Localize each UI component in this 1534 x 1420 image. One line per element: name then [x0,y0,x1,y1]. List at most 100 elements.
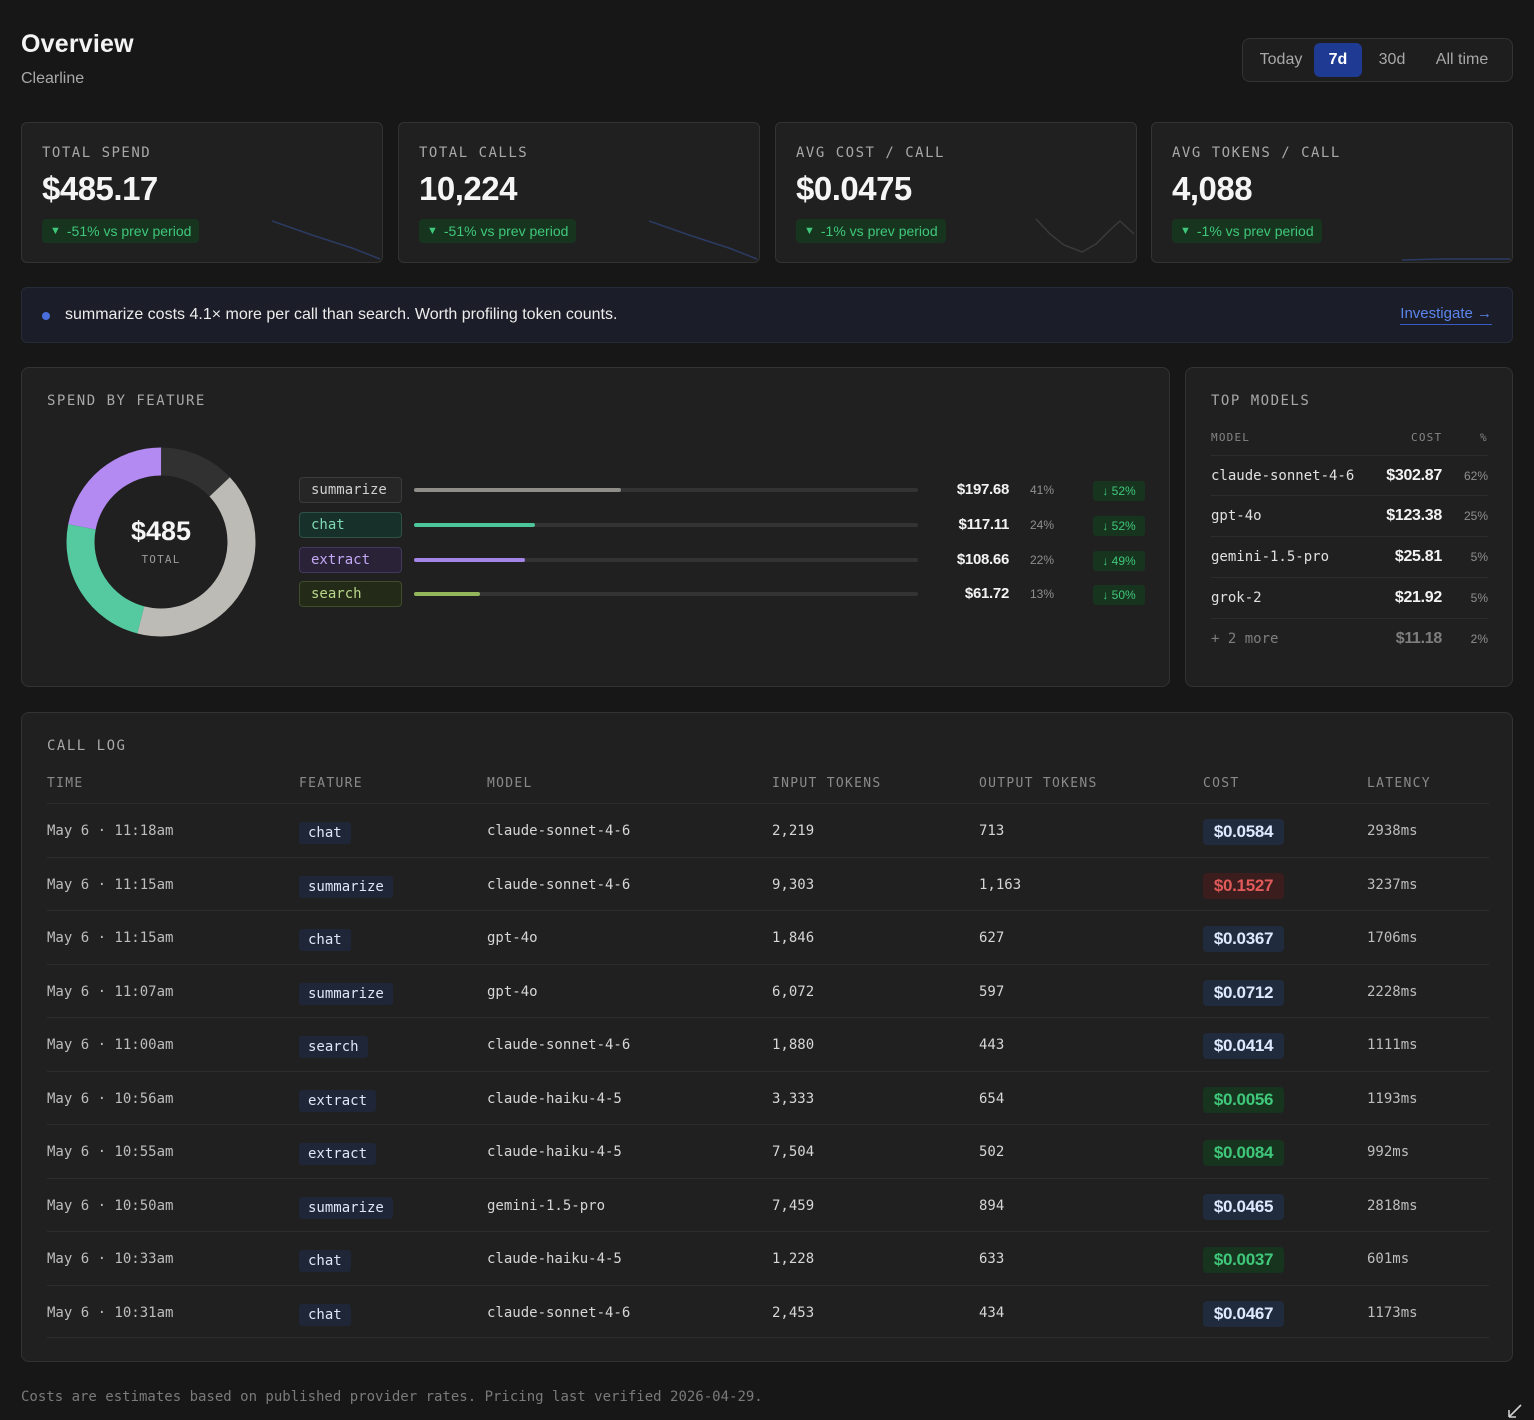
range-30d-button[interactable]: 30d [1378,51,1406,68]
feature-bar-track [414,558,918,562]
feature-amount: $197.68 [956,481,1009,498]
table-row[interactable]: May 6 · 11:00am search claude-sonnet-4-6 1,… [47,1017,1489,1071]
cell-latency: 1173ms [1367,1304,1418,1321]
cell-output-tokens: 633 [979,1251,1005,1267]
column-header-model: MODEL [1211,431,1251,444]
kpi-delta-text: -1% vs prev period [820,223,938,239]
feature-change-badge: ↓ 52% [1093,481,1145,501]
feature-badge: chat [299,1303,351,1326]
cell-input-tokens: 1,880 [772,1037,815,1053]
investigate-link[interactable]: Investigate → [1400,305,1492,325]
cost-badge: $0.0465 [1203,1193,1284,1220]
table-row[interactable]: May 6 · 10:33am chat claude-haiku-4-5 1,228… [47,1231,1489,1285]
feature-change-badge: ↓ 49% [1093,551,1145,571]
cell-time: May 6 · 11:18am [47,823,174,839]
cell-input-tokens: 1,228 [772,1251,815,1267]
model-row[interactable]: grok-2 $21.92 5% [1211,578,1488,619]
feature-bar-track [414,488,918,492]
sparkline [1402,258,1510,261]
cell-model: gemini-1.5-pro [487,1197,606,1214]
table-row[interactable]: May 6 · 10:31am chat claude-sonnet-4-6 2,45… [47,1284,1489,1338]
table-row[interactable]: May 6 · 10:50am summarize gemini-1.5-pro 7,… [47,1177,1489,1232]
model-cost: $11.18 [1395,630,1443,647]
table-row[interactable]: May 6 · 11:15am summarize claude-sonnet-4-… [47,856,1489,911]
feature-change-badge: ↓ 50% [1093,585,1145,605]
cost-badge: $0.1527 [1203,872,1284,899]
kpi-delta-badge: ▼ -1% vs prev period [1172,219,1322,243]
feature-bar-track [414,592,918,596]
feature-change-badge: ↓ 52% [1093,516,1145,536]
cost-badge: $0.0414 [1203,1033,1284,1059]
range-7d-button[interactable]: 7d [1314,43,1362,77]
panel-title: CALL LOG [47,738,127,754]
cell-latency: 1706ms [1367,930,1418,946]
kpi-delta-badge: ▼ -51% vs prev period [419,219,577,243]
kpi-delta-badge: ▼ -51% vs prev period [42,219,200,243]
feature-row[interactable]: chat $117.11 24% ↓ 52% [299,512,1145,538]
feature-badge: chat [299,1250,351,1272]
feature-pct: 13% [1030,587,1055,601]
cell-latency: 992ms [1367,1144,1410,1160]
feature-amount: $108.66 [956,551,1009,568]
table-row[interactable]: May 6 · 10:56am extract claude-haiku-4-5 3,… [47,1070,1489,1125]
cost-badge: $0.0712 [1203,979,1284,1006]
cell-input-tokens: 9,303 [772,876,815,893]
column-header-time: TIME [47,776,84,791]
feature-row[interactable]: summarize $197.68 41% ↓ 52% [299,477,1145,503]
kpi-card-total-calls: TOTAL CALLS 10,224 ▼ -51% vs prev period [398,122,760,263]
feature-bar-track [414,523,918,527]
cell-model: claude-haiku-4-5 [487,1090,622,1107]
column-header-cost: COST [1203,776,1240,791]
sparkline [649,220,758,260]
cell-time: May 6 · 10:50am [47,1197,174,1214]
model-name: claude-sonnet-4-6 [1211,468,1355,484]
cell-input-tokens: 3,333 [772,1090,815,1107]
table-row[interactable]: May 6 · 11:07am summarize gpt-4o 6,072 597 $0… [47,963,1489,1018]
cell-input-tokens: 1,846 [772,930,815,946]
page-title: Overview [21,30,134,58]
model-cost: $302.87 [1386,467,1442,484]
cell-latency: 2818ms [1367,1197,1418,1214]
feature-badge: summarize [299,982,393,1005]
cell-time: May 6 · 11:15am [47,876,174,893]
table-row[interactable]: May 6 · 10:55am extract claude-haiku-4-5 7,… [47,1124,1489,1178]
column-header-pct: % [1480,431,1488,444]
cell-model: claude-haiku-4-5 [487,1144,622,1160]
feature-bar-fill [414,558,526,562]
cell-time: May 6 · 11:07am [47,983,174,1000]
table-row[interactable]: May 6 · 11:15am chat gpt-4o 1,846 627 $0.0367… [47,910,1489,964]
table-row[interactable]: May 6 · 11:18am chat claude-sonnet-4-6 2,21… [47,803,1489,857]
kpi-value: $0.0475 [796,170,912,207]
more-models-row[interactable]: + 2 more $11.18 2% [1211,619,1488,660]
range-all-time-button[interactable]: All time [1435,51,1489,68]
kpi-card-total-spend: TOTAL SPEND $485.17 ▼ -51% vs prev perio… [21,122,383,263]
panel-title: TOP MODELS [1211,393,1311,409]
donut-segment-summarize[interactable] [66,447,256,637]
feature-tag: summarize [299,477,402,503]
resize-corner-icon[interactable] [1506,1402,1524,1420]
feature-badge: extract [299,1089,377,1112]
spend-by-feature-panel: SPEND BY FEATURE $485 TOTAL summarize $19… [21,367,1170,687]
cell-latency: 2938ms [1367,823,1418,839]
cell-output-tokens: 654 [979,1090,1005,1107]
insight-text: summarize costs 4.1× more per call than … [65,306,618,323]
feature-row[interactable]: extract $108.66 22% ↓ 49% [299,547,1145,573]
dot-icon [42,312,50,320]
cell-model: claude-sonnet-4-6 [487,823,631,839]
model-name: grok-2 [1211,590,1262,606]
panel-title: SPEND BY FEATURE [47,393,206,409]
feature-row[interactable]: search $61.72 13% ↓ 50% [299,581,1145,607]
cell-time: May 6 · 10:56am [47,1090,174,1107]
cost-badge: $0.0084 [1203,1140,1284,1166]
model-row[interactable]: claude-sonnet-4-6 $302.87 62% [1211,455,1488,496]
feature-badge: extract [299,1143,377,1165]
range-today-button[interactable]: Today [1259,51,1303,68]
feature-tag: search [299,581,402,607]
feature-pct: 41% [1030,483,1055,497]
model-row[interactable]: gpt-4o $123.38 25% [1211,496,1488,537]
kpi-value: 10,224 [419,170,517,207]
call-log-panel: CALL LOG TIME FEATURE MODEL INPUT TOKENS… [21,712,1513,1362]
model-row[interactable]: gemini-1.5-pro $25.81 5% [1211,537,1488,578]
cell-time: May 6 · 10:31am [47,1304,174,1321]
cost-badge: $0.0056 [1203,1086,1284,1113]
